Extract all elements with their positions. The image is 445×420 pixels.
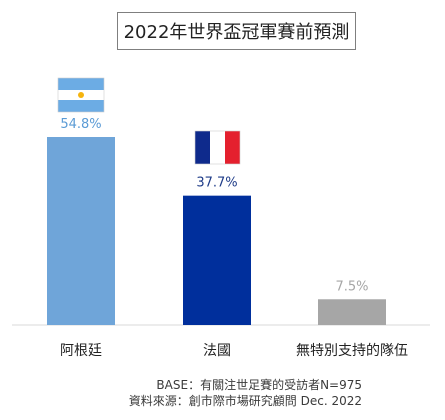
bar-no-preference [318,299,386,325]
chart-title: 2022年世界盃冠軍賽前預測 [117,12,356,50]
category-label-argentina: 阿根廷 [60,343,102,359]
data-label-france: 37.7% [196,176,237,191]
footnote-base: BASE：有關注世足賽的受訪者N=975 [156,378,362,392]
bar-argentina [47,137,115,325]
argentina-flag-icon [57,77,105,113]
france-flag-icon [194,130,241,165]
category-label-france: 法國 [203,343,231,359]
bar-france [183,195,251,325]
data-label-argentina: 54.8% [60,117,101,132]
category-label-no-preference: 無特別支持的隊伍 [296,343,408,359]
data-label-no-preference: 7.5% [335,279,368,294]
footnote-source: 資料來源：創市際市場研究顧問 Dec. 2022 [128,394,362,408]
